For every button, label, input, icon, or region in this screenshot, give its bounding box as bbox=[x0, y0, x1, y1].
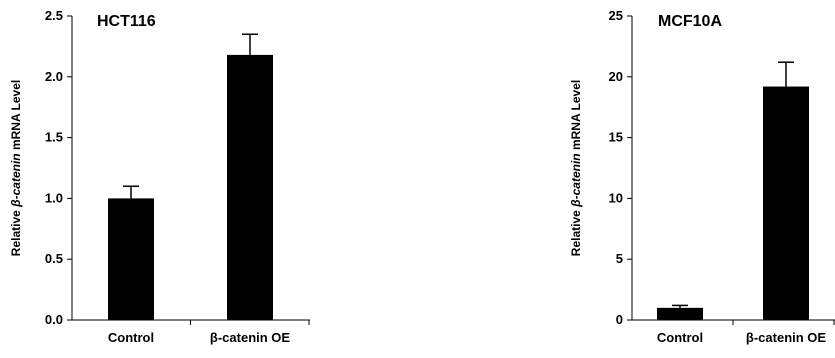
category-label-1: Control bbox=[657, 330, 703, 345]
y-tick-label: 1.5 bbox=[45, 130, 63, 145]
y-axis-label-suffix: mRNA Level bbox=[9, 80, 23, 154]
y-tick-label: 10 bbox=[609, 190, 623, 205]
y-axis-label-suffix: mRNA Level bbox=[569, 80, 583, 154]
y-axis-label-prefix: Relative bbox=[9, 207, 23, 256]
y-axis-label: Relative β-catenin mRNA Level bbox=[9, 80, 23, 256]
y-tick-label: 2.5 bbox=[45, 8, 63, 23]
y-axis-label-prefix: Relative bbox=[569, 207, 583, 256]
category-label-2: β-catenin OE bbox=[210, 330, 291, 345]
chart-panel-2: 0 5 10 15 20 25 Control β-catenin OE MCF10A Relat… bbox=[569, 8, 835, 345]
y-tick-label: 5 bbox=[616, 251, 623, 266]
y-tick-label: 25 bbox=[609, 8, 623, 23]
y-axis-label-gene: β-catenin bbox=[569, 153, 583, 207]
y-tick-label: 2.0 bbox=[45, 69, 63, 84]
y-axis-label-gene: β-catenin bbox=[9, 153, 23, 207]
y-axis-label: Relative β-catenin mRNA Level bbox=[569, 80, 583, 256]
y-tick-label: 15 bbox=[609, 130, 623, 145]
chart-title: MCF10A bbox=[658, 13, 722, 30]
bar-1 bbox=[657, 307, 703, 320]
bar-1 bbox=[108, 198, 154, 320]
category-label-1: Control bbox=[108, 330, 154, 345]
category-label-2: β-catenin OE bbox=[746, 330, 827, 345]
y-tick-label: 20 bbox=[609, 69, 623, 84]
y-tick-label: 0 bbox=[616, 312, 623, 327]
y-tick-label: 1.0 bbox=[45, 190, 63, 205]
bar-2 bbox=[227, 54, 273, 321]
bar-2 bbox=[763, 86, 809, 320]
chart-title: HCT116 bbox=[97, 13, 156, 30]
y-tick-label: 0.5 bbox=[45, 251, 63, 266]
y-tick-label: 0.0 bbox=[45, 312, 63, 327]
chart-panel-1: 0.0 0.5 1.0 1.5 2.0 2.5 Control β-catenin OE HCT… bbox=[9, 8, 310, 345]
